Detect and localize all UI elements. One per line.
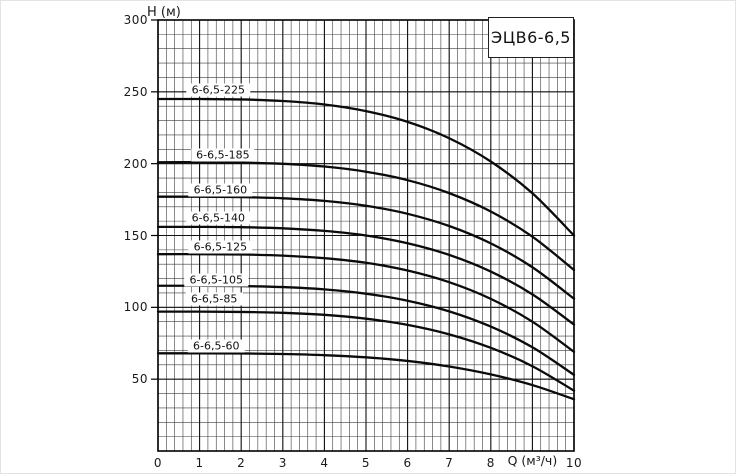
- pump-curve: [156, 225, 576, 326]
- pump-curve: [156, 352, 576, 401]
- y-tick-label: 100: [123, 300, 148, 315]
- y-tick-label: 200: [123, 156, 148, 171]
- chart-title-box: ЭЦВ6-6,5: [488, 17, 574, 58]
- curve-label: 6-6,5-225: [186, 83, 251, 97]
- pump-curve: [156, 161, 576, 272]
- curve-label: 6-6,5-160: [188, 183, 253, 197]
- curve-label: 6-6,5-85: [185, 292, 243, 306]
- pump-curve: [156, 253, 576, 354]
- pump-curve: [156, 310, 576, 392]
- y-tick-label: 150: [123, 228, 148, 243]
- x-axis-title: Q (м³/ч): [507, 453, 558, 468]
- x-tick-label: 0: [153, 456, 163, 470]
- curve-label: 6-6,5-185: [191, 148, 255, 162]
- curve-label: 6-6,5-105: [184, 273, 248, 287]
- curve-label: 6-6,5-125: [188, 240, 253, 254]
- x-tick-label: 4: [320, 456, 329, 470]
- x-tick-label: 1: [195, 456, 204, 470]
- x-tick-label: 10: [565, 456, 583, 470]
- pump-curve: [156, 97, 576, 237]
- y-tick-label: 50: [131, 372, 148, 387]
- y-tick-label: 250: [123, 84, 148, 99]
- pump-curve: [156, 195, 576, 300]
- x-tick-label: 2: [237, 456, 246, 470]
- y-tick-label: 300: [123, 13, 148, 27]
- curve-label: 6-6,5-60: [188, 339, 245, 353]
- y-axis-title: Н (м): [147, 5, 181, 20]
- x-tick-label: 6: [403, 456, 412, 470]
- x-tick-label: 5: [361, 456, 371, 470]
- x-tick-label: 3: [278, 456, 287, 470]
- curve-label: 6-6,5-140: [186, 211, 251, 225]
- x-tick-label: 7: [445, 456, 454, 470]
- x-tick-label: 8: [486, 456, 495, 470]
